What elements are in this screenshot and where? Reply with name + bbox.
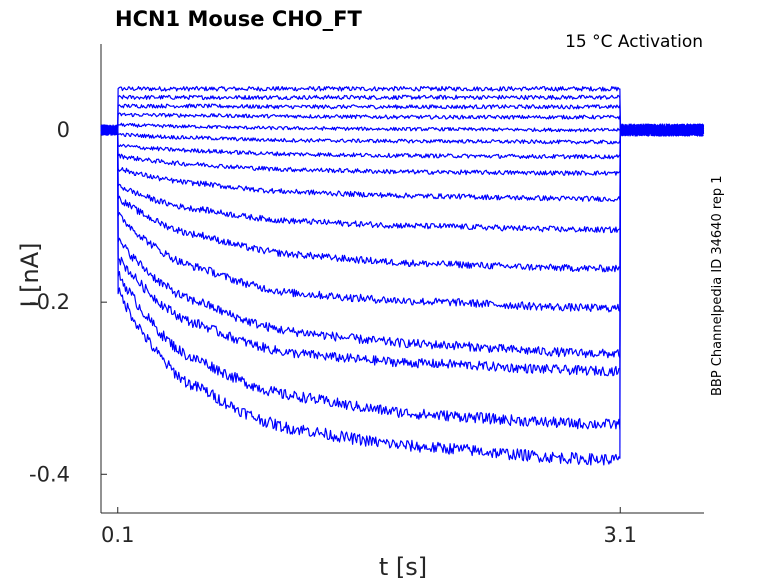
- trace-9: [100, 123, 704, 202]
- x-tick-label: 0.1: [101, 523, 134, 547]
- y-axis-label: I [nA]: [16, 242, 44, 307]
- x-tick-label: 3.1: [604, 523, 637, 547]
- trace-8: [100, 123, 705, 176]
- y-tick-label: 0: [57, 118, 70, 142]
- traces: [100, 85, 705, 466]
- trace-15: [100, 123, 705, 431]
- trace-10: [100, 123, 705, 234]
- trace-5: [100, 122, 705, 137]
- trace-6: [100, 123, 705, 145]
- axes: 0 -0.2 -0.4 0.1 3.1: [29, 44, 704, 547]
- chart-title: HCN1 Mouse CHO_FT: [115, 7, 362, 31]
- trace-1: [100, 85, 705, 137]
- trace-3: [100, 103, 705, 137]
- y-tick-label: -0.2: [29, 290, 70, 314]
- trace-4: [100, 112, 704, 137]
- trace-11: [100, 124, 705, 273]
- trace-16: [100, 123, 704, 466]
- chart-annotation: 15 °C Activation: [565, 32, 703, 52]
- trace-13: [100, 123, 705, 359]
- trace-2: [100, 94, 705, 137]
- y-tick-label: -0.4: [29, 462, 70, 486]
- x-axis-label: t [s]: [379, 553, 427, 581]
- side-label: BBP Channelpedia ID 34640 rep 1: [710, 175, 725, 396]
- trace-12: [100, 123, 705, 313]
- trace-7: [100, 123, 705, 160]
- trace-14: [100, 123, 705, 377]
